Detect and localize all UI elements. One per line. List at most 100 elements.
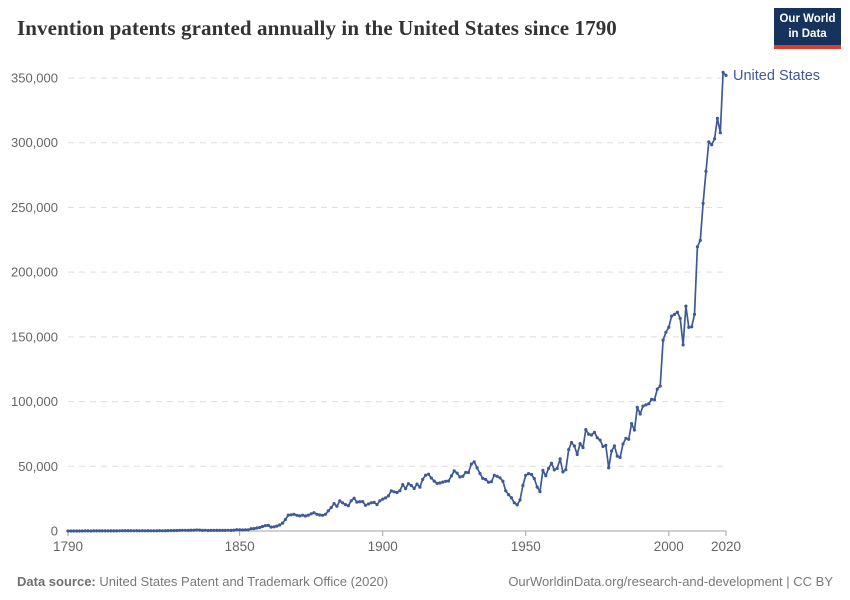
data-point <box>306 513 310 517</box>
data-point <box>589 433 594 437</box>
data-point <box>95 529 99 533</box>
data-point <box>183 528 187 532</box>
data-point <box>555 466 559 470</box>
footer-separator: | <box>782 573 794 589</box>
data-point <box>507 493 511 497</box>
data-point <box>323 512 328 516</box>
data-point <box>157 529 162 533</box>
data-point <box>166 529 170 533</box>
data-point <box>612 444 617 448</box>
data-point <box>672 312 677 316</box>
data-point <box>369 501 373 505</box>
data-point <box>664 330 668 334</box>
data-point <box>409 483 413 488</box>
y-tick-label: 300,000 <box>11 135 58 150</box>
data-point <box>180 528 184 532</box>
data-point <box>449 474 453 478</box>
data-point <box>567 448 571 452</box>
data-point <box>461 474 465 478</box>
data-point <box>681 343 685 347</box>
data-point <box>615 454 619 458</box>
data-point <box>650 397 654 401</box>
data-point <box>283 517 287 522</box>
data-source: Data source: United States Patent and Tr… <box>17 574 388 589</box>
data-point <box>721 70 725 74</box>
x-tick-label: 1900 <box>368 539 398 554</box>
data-point <box>618 455 622 459</box>
owid-url-link[interactable]: OurWorldinData.org/research-and-developm… <box>508 573 783 589</box>
data-point <box>329 506 333 510</box>
data-point <box>684 304 688 308</box>
x-tick-label: 1790 <box>53 539 83 554</box>
data-point <box>655 387 659 391</box>
data-point <box>226 528 230 532</box>
data-point <box>435 481 439 485</box>
data-point <box>312 511 316 515</box>
data-point <box>509 496 513 500</box>
owid-logo-line2: in Data <box>788 27 827 40</box>
data-point <box>678 316 682 320</box>
footer-credits: OurWorldinData.org/research-and-developm… <box>508 574 833 589</box>
y-tick-label: 150,000 <box>11 329 58 344</box>
series-points <box>66 70 728 533</box>
x-tick-label: 1950 <box>511 539 541 554</box>
owid-logo[interactable]: Our World in Data <box>774 8 841 49</box>
data-point <box>544 474 548 478</box>
data-point <box>401 483 405 487</box>
data-point <box>361 500 365 504</box>
data-point <box>458 475 462 479</box>
data-point <box>229 528 233 533</box>
data-point <box>564 468 568 472</box>
data-point <box>718 131 722 135</box>
data-point <box>332 502 336 506</box>
data-point <box>541 468 545 472</box>
data-point <box>200 528 205 533</box>
data-point <box>547 466 551 470</box>
data-point <box>424 473 428 477</box>
data-point <box>441 480 445 484</box>
data-point <box>343 503 348 507</box>
data-point <box>126 529 130 533</box>
data-point <box>80 529 84 533</box>
data-point <box>281 521 285 525</box>
data-point <box>120 529 124 533</box>
data-point <box>240 528 245 532</box>
data-point <box>452 469 456 473</box>
data-point <box>278 523 282 527</box>
series-united-states[interactable] <box>66 70 728 533</box>
license-text: CC BY <box>793 573 833 589</box>
data-point <box>66 529 70 533</box>
data-point <box>143 529 147 533</box>
series-label-united-states[interactable]: United States <box>733 68 820 84</box>
data-point <box>426 472 431 476</box>
data-point <box>595 436 599 440</box>
data-point <box>218 528 222 533</box>
data-point <box>498 476 502 480</box>
data-point <box>295 513 299 517</box>
data-point <box>412 486 416 491</box>
data-point <box>698 238 702 242</box>
data-point <box>389 489 393 493</box>
data-point <box>558 457 562 461</box>
data-point <box>69 529 73 533</box>
data-point <box>495 474 499 478</box>
data-point <box>135 529 139 533</box>
data-point <box>212 528 216 533</box>
data-point <box>275 524 279 528</box>
data-point <box>621 442 625 446</box>
data-point <box>572 444 577 448</box>
data-point <box>220 528 225 533</box>
data-point <box>309 512 313 516</box>
y-tick-label: 200,000 <box>11 265 58 280</box>
data-point <box>652 398 657 402</box>
data-point <box>604 443 608 447</box>
data-point <box>109 529 113 533</box>
y-gridlines <box>68 77 726 467</box>
data-point <box>610 449 614 453</box>
data-point <box>587 432 591 436</box>
data-point <box>129 529 133 533</box>
data-point <box>86 529 90 533</box>
data-point <box>72 529 76 533</box>
series-line[interactable] <box>67 71 727 532</box>
